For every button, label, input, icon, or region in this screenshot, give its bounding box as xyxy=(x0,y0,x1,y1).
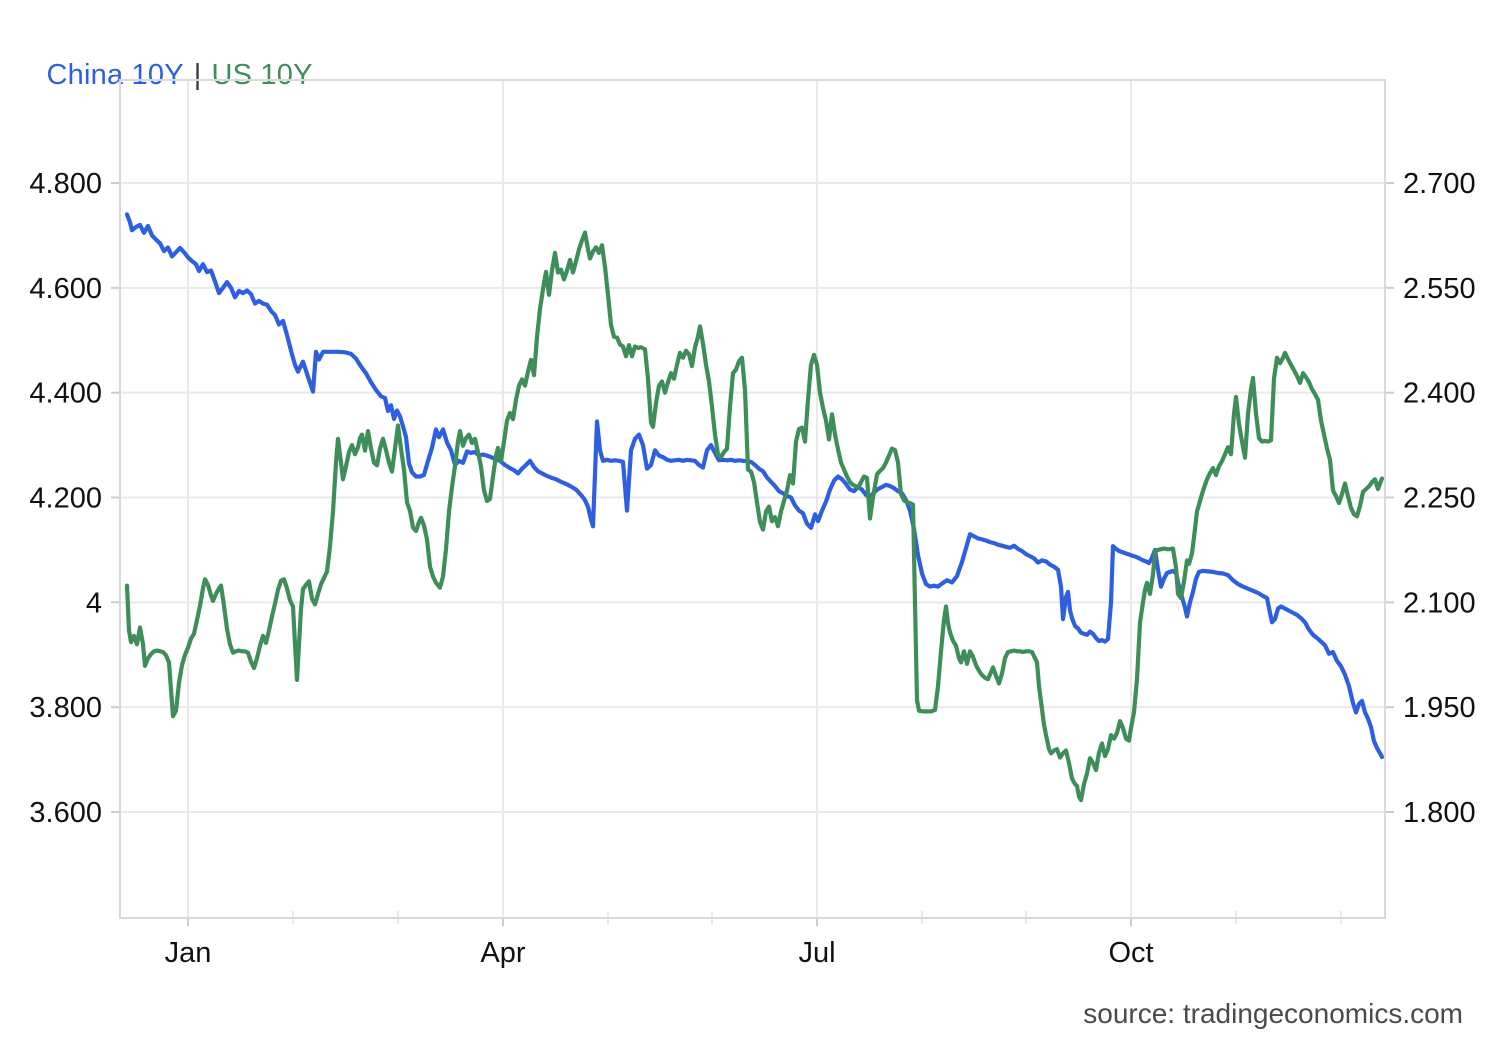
left-axis-label: 4.800 xyxy=(29,168,102,200)
left-axis-label: 4.200 xyxy=(29,483,102,515)
right-axis-label: 2.250 xyxy=(1403,483,1476,515)
legend-item-us-10y[interactable]: US 10Y xyxy=(211,59,313,91)
right-axis-label: 2.700 xyxy=(1403,168,1476,200)
source-attribution: source: tradingeconomics.com xyxy=(1083,998,1463,1029)
us-10y-line xyxy=(124,230,1385,803)
right-axis-label: 2.100 xyxy=(1403,587,1476,619)
left-axis-label: 4.400 xyxy=(29,378,102,410)
legend-item-china-10y[interactable]: China 10Y xyxy=(46,59,184,91)
left-axis-label: 3.800 xyxy=(29,692,102,724)
right-axis-label: 1.800 xyxy=(1403,797,1476,829)
x-axis-label: Jan xyxy=(165,937,212,969)
left-axis-label: 4.600 xyxy=(29,273,102,305)
chart-legend: China 10Y | US 10Y xyxy=(30,24,313,92)
right-axis-label: 2.550 xyxy=(1403,273,1476,305)
left-axis-label: 4 xyxy=(86,587,102,619)
x-axis-label: Jul xyxy=(798,937,835,969)
x-axis-label: Apr xyxy=(480,937,525,969)
left-axis-label: 3.600 xyxy=(29,797,102,829)
plot-border xyxy=(119,79,1386,919)
legend-separator: | xyxy=(193,59,202,91)
right-axis-label: 1.950 xyxy=(1403,692,1476,724)
right-axis-label: 2.400 xyxy=(1403,378,1476,410)
x-axis-label: Oct xyxy=(1108,937,1153,969)
